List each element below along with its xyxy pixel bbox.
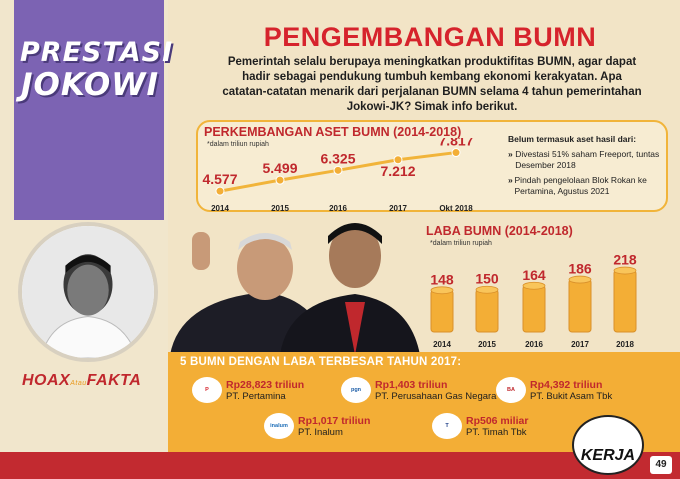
company-timah: T Rp506 miliar PT. Timah Tbk — [432, 413, 528, 439]
asset-tick-label: 2015 — [271, 204, 289, 213]
laba-bar — [475, 289, 499, 333]
company-amount: Rp4,392 triliun — [530, 378, 603, 391]
footer-bar — [0, 452, 680, 479]
laba-bar-cap — [613, 266, 637, 275]
laba-value-label: 150 — [475, 271, 499, 287]
pgn-logo: pgn — [341, 377, 371, 403]
laba-tick-label: 2016 — [525, 340, 543, 349]
company-name: PT. Perusahaan Gas Negara — [375, 390, 497, 402]
asset-note-item: » Divestasi 51% saham Freeport, tuntas De… — [508, 148, 660, 171]
company-name: PT. Inalum — [298, 426, 343, 438]
inalum-logo: inalum — [264, 413, 294, 439]
laba-value-label: 218 — [613, 252, 637, 268]
asset-point — [275, 175, 285, 185]
laba-bar — [613, 270, 637, 333]
asset-tick-label: 2017 — [389, 204, 407, 213]
asset-tick-label: Okt 2018 — [439, 204, 473, 213]
laba-unit-note: *dalam triliun rupiah — [430, 240, 492, 247]
laba-tick-label: 2018 — [616, 340, 634, 349]
laba-value-label: 148 — [430, 271, 454, 287]
portrait-photo — [18, 222, 158, 362]
laba-bar — [568, 279, 592, 333]
asset-value-label: 7.212 — [380, 163, 415, 179]
laba-bar-cap — [430, 286, 454, 295]
laba-tick-label: 2017 — [571, 340, 589, 349]
asset-value-label: 5.499 — [262, 160, 297, 176]
company-inalum: inalum Rp1,017 triliun PT. Inalum — [264, 413, 370, 439]
company-pgn: pgn Rp1,403 triliun PT. Perusahaan Gas N… — [341, 377, 496, 403]
laba-value-label: 164 — [522, 267, 546, 283]
company-bukit-asam: BA Rp4,392 triliun PT. Bukit Asam Tbk — [496, 377, 612, 403]
timah-logo: T — [432, 413, 462, 439]
asset-point — [393, 155, 403, 165]
asset-note-item: » Pindah pengelolaan Blok Rokan ke Pertam… — [508, 174, 647, 197]
laba-bar-cap — [475, 285, 499, 294]
laba-coin-chart: 148 2014 150 2015 164 2016 186 2017 218 2018 — [430, 252, 637, 349]
laba-value-label: 186 — [568, 261, 592, 277]
asset-note-header: Belum termasuk aset hasil dari: — [508, 134, 637, 144]
intro-text: Pemerintah selalu berupaya meningkatkan … — [222, 56, 642, 113]
asset-point — [451, 148, 461, 158]
laba-bar-cap — [522, 281, 546, 290]
asset-point — [215, 186, 225, 196]
page-title: PENGEMBANGAN BUMN — [263, 22, 597, 52]
company-amount: Rp1,403 triliun — [375, 378, 448, 391]
asset-chart-title: PERKEMBANGAN ASET BUMN (2014-2018) — [204, 125, 462, 139]
leaders-photo — [170, 223, 420, 355]
asset-footnote: Belum termasuk aset hasil dari: » Divesta… — [508, 134, 664, 201]
title-line2: JOKOWI — [20, 67, 159, 103]
asset-value-label: 7.817 — [438, 138, 473, 149]
asset-tick-label: 2016 — [329, 204, 347, 213]
page-number: 49 — [650, 456, 672, 474]
laba-tick-label: 2015 — [478, 340, 496, 349]
company-name: PT. Pertamina — [226, 390, 286, 402]
asset-tick-label: 2014 — [211, 204, 229, 213]
laba-bar — [430, 289, 454, 333]
company-amount: Rp28,823 triliun — [226, 378, 305, 391]
laba-chart-title: LABA BUMN (2014-2018) — [426, 224, 573, 238]
company-name: PT. Bukit Asam Tbk — [530, 390, 613, 402]
laba-tick-label: 2014 — [433, 340, 451, 349]
asset-value-label: 4.577 — [202, 171, 237, 187]
title-banner — [14, 0, 164, 220]
title-line1: PRESTASI — [20, 37, 174, 68]
company-amount: Rp506 miliar — [466, 414, 529, 427]
company-pertamina: P Rp28,823 triliun PT. Pertamina — [192, 377, 304, 403]
asset-panel — [196, 120, 668, 212]
top-companies-title: 5 BUMN DENGAN LABA TERBESAR TAHUN 2017: — [180, 356, 462, 368]
laba-bar — [522, 285, 546, 333]
company-amount: Rp1,017 triliun — [298, 414, 371, 427]
asset-value-label: 6.325 — [320, 150, 355, 166]
bukit-asam-logo: BA — [496, 377, 526, 403]
laba-bar-cap — [568, 275, 592, 284]
pertamina-logo: P — [192, 377, 222, 403]
asset-point — [333, 165, 343, 175]
hoax-fakta-logo: HOAXAtauFAKTA — [22, 372, 142, 389]
asset-line-chart: 4.577 2014 5.499 2015 6.325 2016 7.212 2017 7.81… — [202, 138, 473, 213]
company-name: PT. Timah Tbk — [466, 426, 527, 438]
kerja-logo: KERJA — [572, 415, 644, 475]
asset-unit-note: *dalam triliun rupiah — [207, 141, 269, 148]
